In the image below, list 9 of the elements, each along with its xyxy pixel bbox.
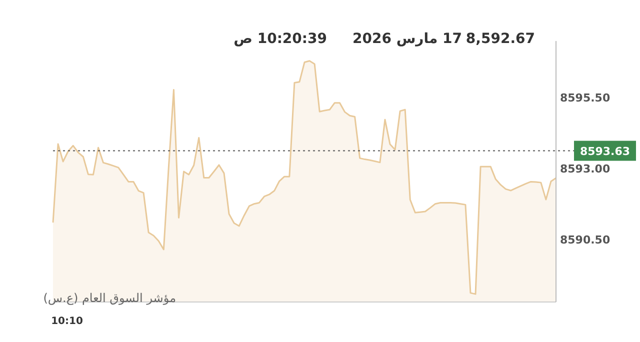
annotation: 8,592.67 <box>466 31 535 47</box>
annotation: 10:20:39 ص <box>234 31 327 47</box>
y-tick-label: 8590.50 <box>560 234 610 247</box>
annotation: مؤشر السوق العام (ع.س) <box>43 291 176 305</box>
y-tick-label: 8593.00 <box>560 162 610 176</box>
text: 10:10 <box>51 316 83 327</box>
y-tick-label: 8595.50 <box>560 92 610 105</box>
ref-line-label: 8593.63 <box>580 144 630 158</box>
annotation: 17 مارس 2026 <box>352 31 462 47</box>
